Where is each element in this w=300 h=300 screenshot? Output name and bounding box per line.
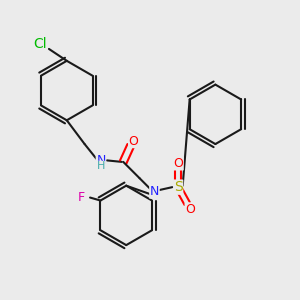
- Text: N: N: [96, 154, 106, 167]
- Text: Cl: Cl: [33, 38, 47, 52]
- Text: N: N: [150, 185, 159, 198]
- Text: S: S: [174, 180, 183, 194]
- Text: O: O: [129, 135, 139, 148]
- Text: O: O: [185, 203, 195, 216]
- Text: O: O: [173, 157, 183, 170]
- Text: F: F: [78, 191, 85, 204]
- Text: H: H: [97, 161, 105, 171]
